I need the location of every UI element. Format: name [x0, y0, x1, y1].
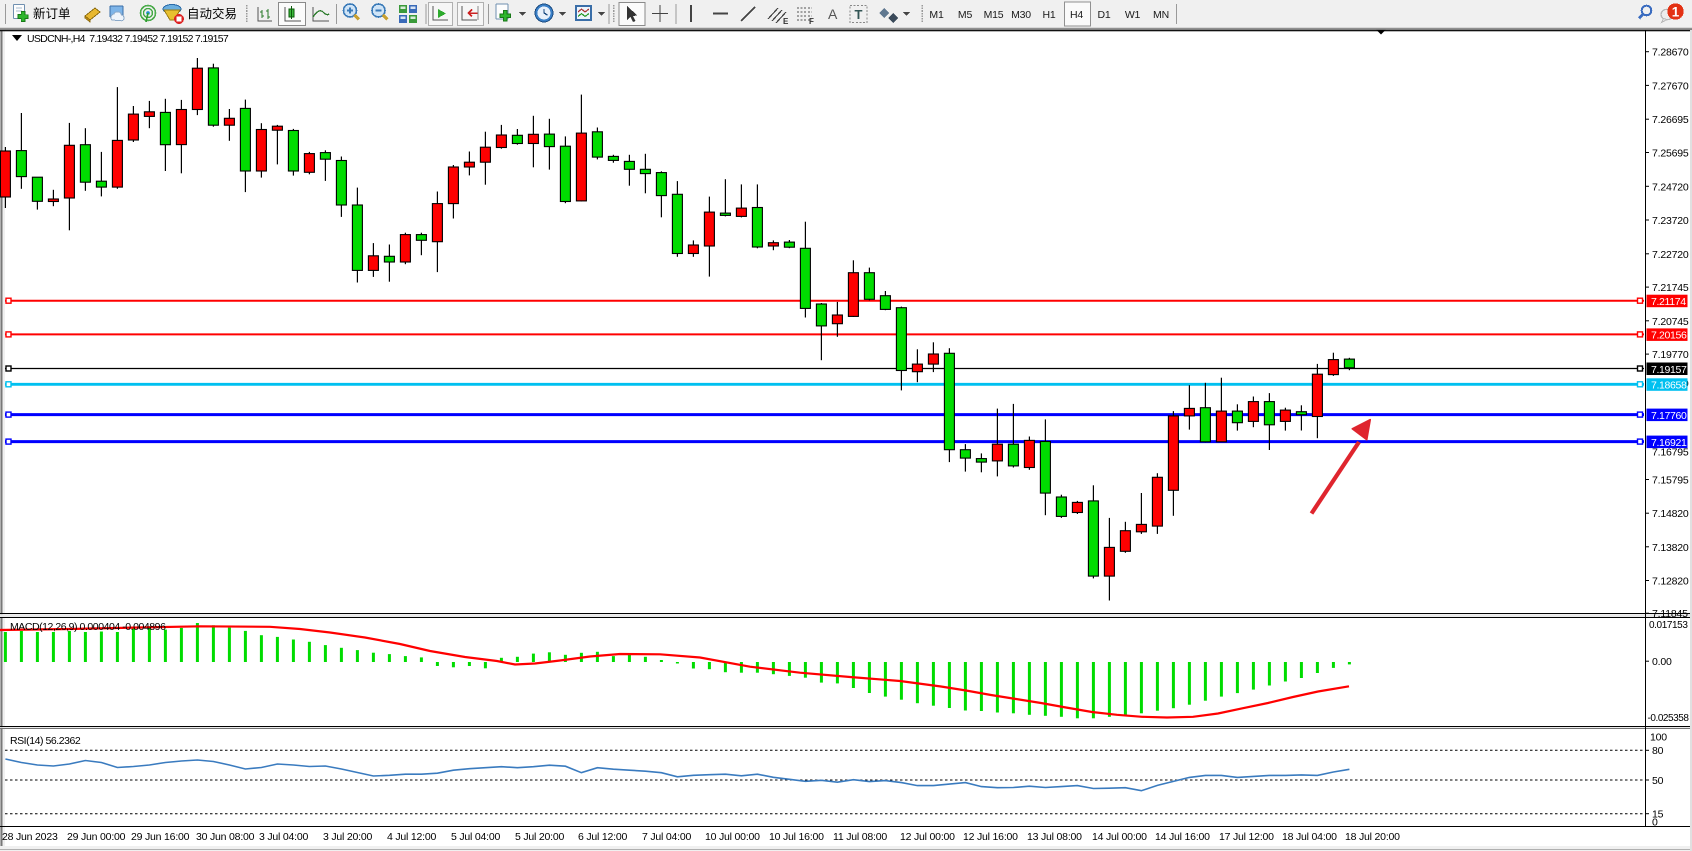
svg-text:12 Jul 16:00: 12 Jul 16:00 — [963, 831, 1018, 843]
svg-text:7.16921: 7.16921 — [1651, 437, 1687, 449]
svg-text:13 Jul 08:00: 13 Jul 08:00 — [1027, 831, 1082, 843]
svg-text:3 Jul 20:00: 3 Jul 20:00 — [323, 831, 373, 843]
svg-text:MN: MN — [1153, 9, 1169, 21]
svg-text:10 Jul 16:00: 10 Jul 16:00 — [769, 831, 824, 843]
svg-text:30 Jun 08:00: 30 Jun 08:00 — [196, 831, 255, 843]
svg-text:7.26695: 7.26695 — [1652, 114, 1689, 126]
svg-text:11 Jul 08:00: 11 Jul 08:00 — [833, 831, 887, 843]
svg-text:29 Jun 16:00: 29 Jun 16:00 — [131, 831, 190, 843]
svg-text:0: 0 — [1652, 817, 1658, 829]
svg-text:7.17760: 7.17760 — [1651, 410, 1687, 422]
svg-text:W1: W1 — [1125, 9, 1141, 21]
svg-text:4 Jul 12:00: 4 Jul 12:00 — [387, 831, 437, 843]
svg-text:7.28670: 7.28670 — [1652, 47, 1689, 59]
svg-text:MACD(12,26,9) 0.000404 -0.0048: MACD(12,26,9) 0.000404 -0.004896 — [10, 621, 166, 633]
svg-text:18 Jul 04:00: 18 Jul 04:00 — [1282, 831, 1337, 843]
svg-text:14 Jul 16:00: 14 Jul 16:00 — [1155, 831, 1210, 843]
svg-text:7.15795: 7.15795 — [1652, 475, 1689, 487]
svg-text:28 Jun 2023: 28 Jun 2023 — [2, 831, 58, 843]
svg-text:7.11845: 7.11845 — [1652, 608, 1688, 620]
svg-text:100: 100 — [1650, 732, 1667, 744]
svg-text:H4: H4 — [1070, 9, 1083, 21]
svg-text:M30: M30 — [1011, 9, 1031, 21]
svg-text:5 Jul 20:00: 5 Jul 20:00 — [515, 831, 565, 843]
svg-text:7.14820: 7.14820 — [1652, 508, 1689, 520]
svg-text:M1: M1 — [929, 9, 944, 21]
svg-text:RSI(14) 56.2362: RSI(14) 56.2362 — [10, 735, 81, 747]
svg-text:7.23720: 7.23720 — [1652, 215, 1689, 227]
svg-text:7.19157: 7.19157 — [1651, 364, 1687, 376]
svg-text:7.13820: 7.13820 — [1652, 542, 1689, 554]
svg-text:H1: H1 — [1042, 9, 1055, 21]
svg-text:A: A — [828, 6, 838, 22]
svg-text:10 Jul 00:00: 10 Jul 00:00 — [705, 831, 760, 843]
svg-text:-0.025358: -0.025358 — [1648, 713, 1690, 724]
svg-text:80: 80 — [1652, 745, 1664, 757]
svg-text:1: 1 — [1672, 4, 1680, 19]
svg-text:0.00: 0.00 — [1652, 656, 1672, 668]
svg-text:7.27670: 7.27670 — [1652, 80, 1689, 92]
svg-text:7.25695: 7.25695 — [1652, 148, 1689, 160]
svg-text:50: 50 — [1652, 775, 1664, 787]
svg-text:7.19770: 7.19770 — [1652, 349, 1689, 361]
svg-text:12 Jul 00:00: 12 Jul 00:00 — [900, 831, 955, 843]
svg-text:7.16795: 7.16795 — [1652, 447, 1689, 459]
svg-text:新订单: 新订单 — [33, 6, 71, 21]
svg-text:USDCNH-,H4 7.19432 7.19452 7.: USDCNH-,H4 7.19432 7.19452 7.19152 7.191… — [27, 33, 229, 45]
svg-text:0.017153: 0.017153 — [1649, 620, 1688, 631]
svg-text:17 Jul 12:00: 17 Jul 12:00 — [1219, 831, 1274, 843]
svg-text:7.22720: 7.22720 — [1652, 249, 1689, 261]
svg-text:6 Jul 12:00: 6 Jul 12:00 — [578, 831, 628, 843]
svg-text:7.12820: 7.12820 — [1652, 576, 1689, 588]
svg-text:D1: D1 — [1097, 9, 1110, 21]
svg-text:15: 15 — [1652, 809, 1664, 821]
svg-text:7.18658: 7.18658 — [1651, 380, 1687, 392]
svg-text:18 Jul 20:00: 18 Jul 20:00 — [1345, 831, 1400, 843]
svg-text:7.20745: 7.20745 — [1652, 316, 1689, 328]
svg-text:F: F — [809, 17, 814, 26]
svg-text:自动交易: 自动交易 — [187, 6, 237, 21]
svg-text:29 Jun 00:00: 29 Jun 00:00 — [67, 831, 126, 843]
svg-text:3 Jul 04:00: 3 Jul 04:00 — [259, 831, 309, 843]
svg-text:M5: M5 — [958, 9, 973, 21]
svg-text:5 Jul 04:00: 5 Jul 04:00 — [451, 831, 501, 843]
svg-text:E: E — [783, 17, 789, 26]
svg-text:7.20156: 7.20156 — [1651, 330, 1687, 342]
svg-text:7.24720: 7.24720 — [1652, 181, 1689, 193]
svg-text:M15: M15 — [984, 9, 1004, 21]
svg-text:14 Jul 00:00: 14 Jul 00:00 — [1092, 831, 1147, 843]
svg-text:7.21174: 7.21174 — [1651, 296, 1686, 308]
svg-text:T: T — [855, 7, 863, 22]
svg-text:7.21745: 7.21745 — [1652, 282, 1689, 294]
svg-text:7 Jul 04:00: 7 Jul 04:00 — [642, 831, 692, 843]
